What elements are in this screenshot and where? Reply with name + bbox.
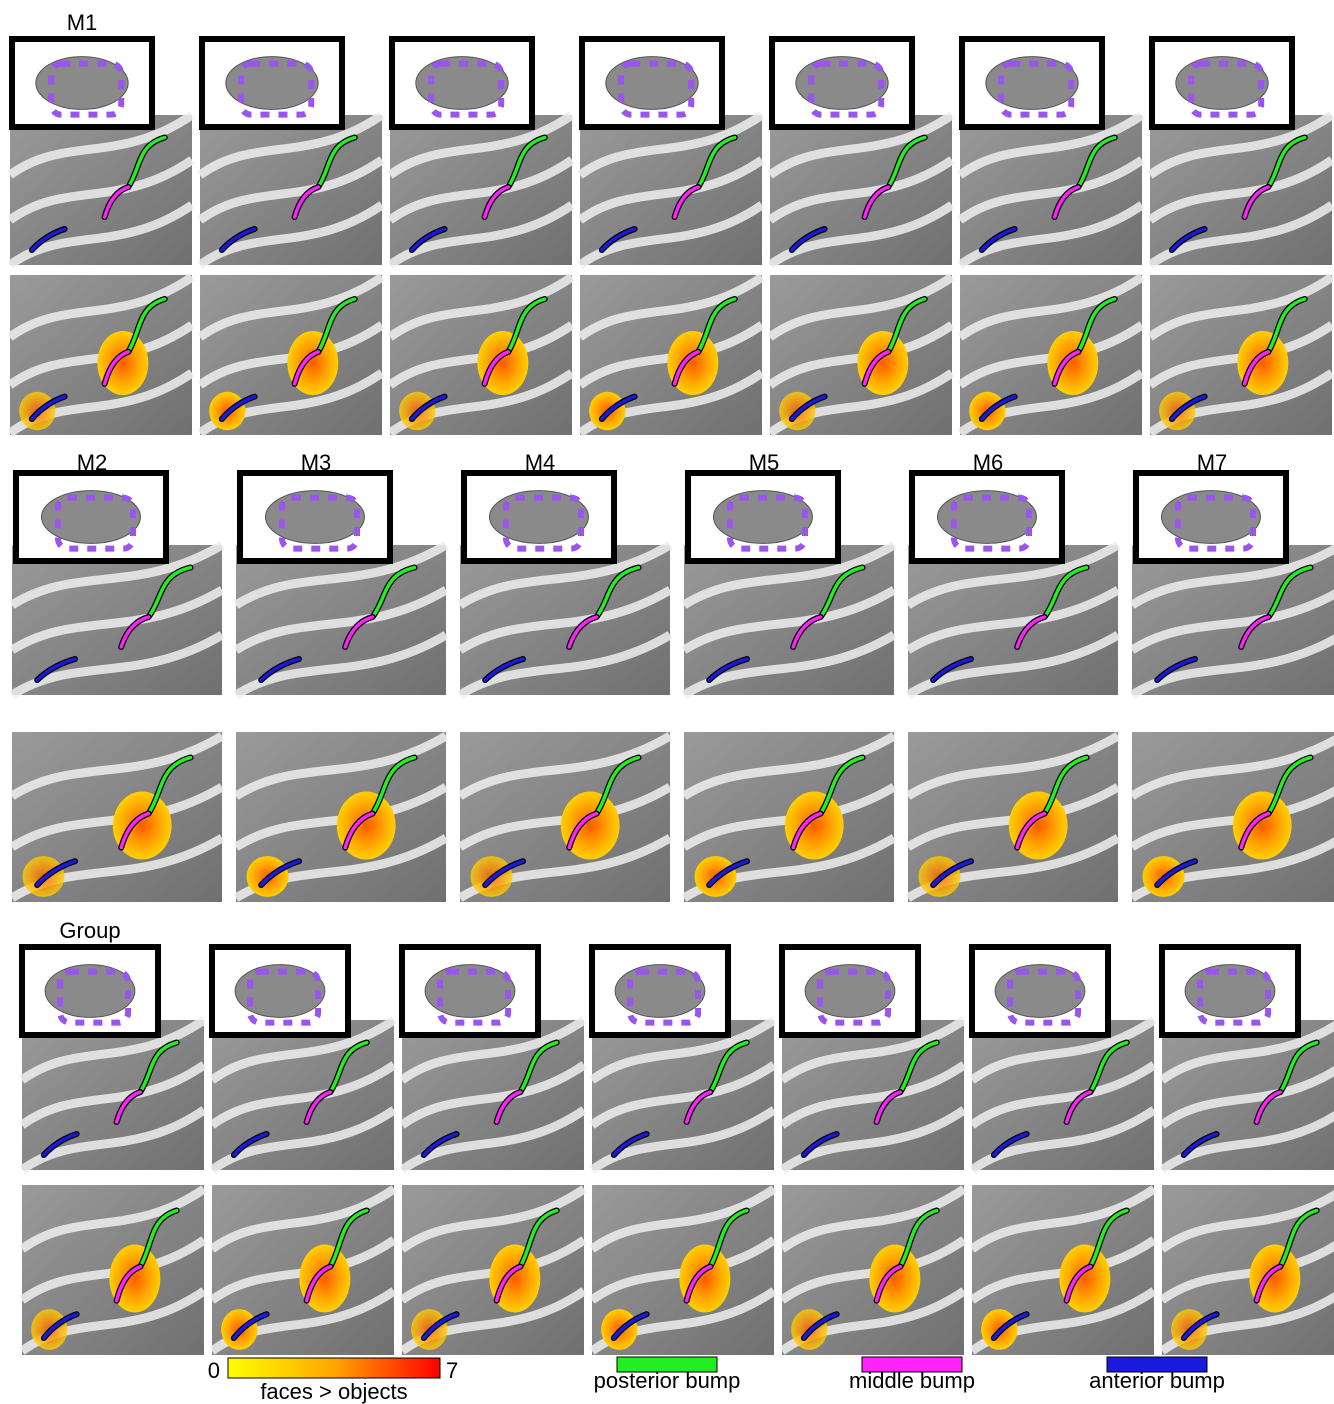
brain-slice <box>684 732 894 902</box>
inset <box>688 473 838 561</box>
inset <box>240 473 390 561</box>
brain-slice <box>908 732 1118 902</box>
legend-label: middle bump <box>849 1368 975 1393</box>
brain-slice <box>460 732 670 902</box>
inset <box>16 473 166 561</box>
panels <box>10 39 1334 1355</box>
brain-slice <box>200 275 382 435</box>
panel-label: M1 <box>67 10 98 35</box>
brain-slice <box>580 275 762 435</box>
inset <box>592 947 728 1035</box>
panel-label: M7 <box>1197 450 1228 475</box>
brain-slice <box>1132 732 1334 902</box>
brain-slice <box>770 275 952 435</box>
brain-slice <box>1162 1020 1334 1170</box>
panel-label: M6 <box>973 450 1004 475</box>
brain-slice <box>1132 545 1334 695</box>
brain-slice <box>10 115 192 265</box>
brain-slice <box>236 545 446 695</box>
inset <box>392 39 532 127</box>
brain-slice <box>390 115 572 265</box>
legend-label: posterior bump <box>594 1368 741 1393</box>
brain-slice <box>782 1020 964 1170</box>
brain-slice <box>22 1020 204 1170</box>
inset <box>22 947 158 1035</box>
brain-slice <box>782 1185 964 1355</box>
panel-label: M2 <box>77 450 108 475</box>
brain-slice <box>580 115 762 265</box>
inset <box>202 39 342 127</box>
brain-slice <box>1150 275 1332 435</box>
brain-slice <box>10 275 192 435</box>
brain-slice <box>212 1185 394 1355</box>
inset <box>1136 473 1286 561</box>
key: 0 7 faces > objects posterior bump middle… <box>208 1357 1225 1404</box>
colorbar-label: faces > objects <box>260 1379 407 1404</box>
inset <box>972 947 1108 1035</box>
brain-slice <box>592 1020 774 1170</box>
brain-slice <box>1150 115 1332 265</box>
inset <box>772 39 912 127</box>
brain-slice <box>212 1020 394 1170</box>
inset <box>464 473 614 561</box>
brain-slice <box>1162 1185 1334 1355</box>
panel-label: M4 <box>525 450 556 475</box>
colorbar-tick: 7 <box>446 1358 458 1383</box>
brain-slice <box>592 1185 774 1355</box>
brain-slice <box>972 1185 1154 1355</box>
colorbar <box>228 1358 440 1378</box>
panel-label: M3 <box>301 450 332 475</box>
brain-slice <box>972 1020 1154 1170</box>
inset <box>912 473 1062 561</box>
brain-slice <box>402 1020 584 1170</box>
brain-slice <box>960 275 1142 435</box>
inset <box>782 947 918 1035</box>
brain-slice <box>200 115 382 265</box>
inset <box>402 947 538 1035</box>
inset <box>1152 39 1292 127</box>
brain-slice <box>684 545 894 695</box>
legend-label: anterior bump <box>1089 1368 1225 1393</box>
panel-label: Group <box>59 918 120 943</box>
brain-slice <box>12 732 222 902</box>
brain-slice <box>960 115 1142 265</box>
inset <box>962 39 1102 127</box>
panel-label: M5 <box>749 450 780 475</box>
brain-slice <box>402 1185 584 1355</box>
brain-slice <box>460 545 670 695</box>
brain-slice <box>770 115 952 265</box>
brain-slice <box>22 1185 204 1355</box>
inset <box>582 39 722 127</box>
colorbar-tick: 0 <box>208 1358 220 1383</box>
brain-slice <box>390 275 572 435</box>
brain-slice <box>12 545 222 695</box>
inset <box>212 947 348 1035</box>
brain-slice <box>236 732 446 902</box>
inset <box>12 39 152 127</box>
brain-slice <box>908 545 1118 695</box>
inset <box>1162 947 1298 1035</box>
figure: M1 M2 M3 M4 M5 M6 M7 Group 0 7 faces > objects … <box>0 0 1334 1404</box>
